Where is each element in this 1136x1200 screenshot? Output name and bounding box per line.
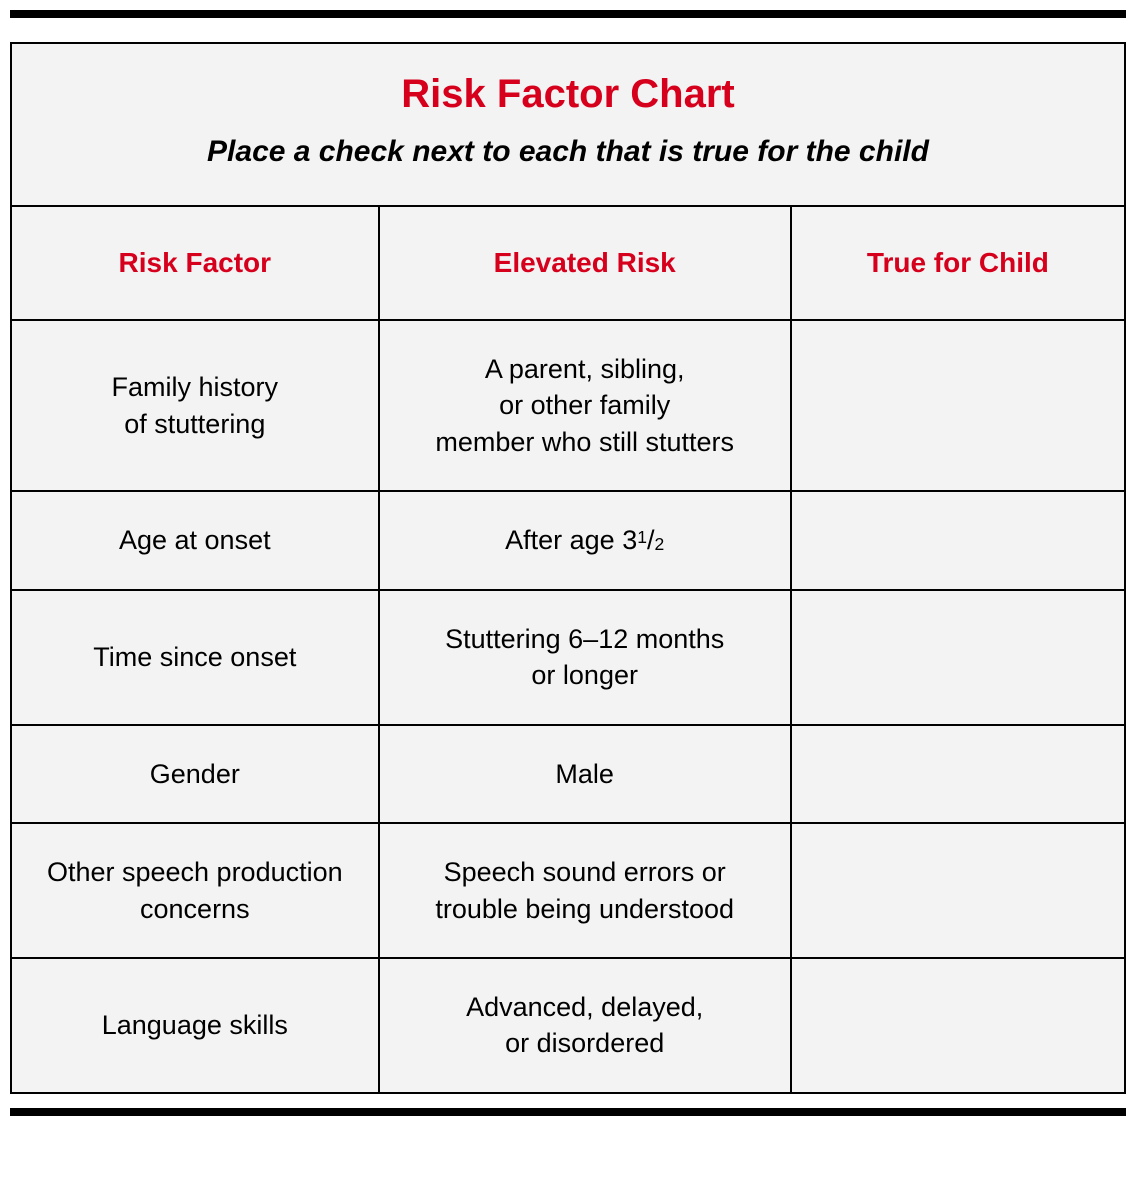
risk-factor-table: Risk Factor Chart Place a check next to … bbox=[10, 42, 1126, 1094]
cell-factor: Time since onset bbox=[11, 590, 379, 725]
header-row: Risk Factor Elevated Risk True for Child bbox=[11, 206, 1125, 320]
bottom-rule bbox=[10, 1108, 1126, 1116]
cell-risk: Advanced, delayed,or disordered bbox=[379, 958, 791, 1093]
table-row: Family historyof stuttering A parent, si… bbox=[11, 320, 1125, 491]
page: Risk Factor Chart Place a check next to … bbox=[0, 0, 1136, 1200]
table-row: Age at onset After age 31/2 bbox=[11, 491, 1125, 589]
col-header-risk: Elevated Risk bbox=[379, 206, 791, 320]
cell-risk: Stuttering 6–12 monthsor longer bbox=[379, 590, 791, 725]
cell-factor: Family historyof stuttering bbox=[11, 320, 379, 491]
col-header-check: True for Child bbox=[791, 206, 1125, 320]
cell-check[interactable] bbox=[791, 491, 1125, 589]
table-row: Time since onset Stuttering 6–12 monthso… bbox=[11, 590, 1125, 725]
table-row: Other speech productionconcerns Speech s… bbox=[11, 823, 1125, 958]
cell-factor: Other speech productionconcerns bbox=[11, 823, 379, 958]
cell-factor: Language skills bbox=[11, 958, 379, 1093]
cell-check[interactable] bbox=[791, 725, 1125, 823]
top-rule bbox=[10, 10, 1126, 18]
chart-title: Risk Factor Chart bbox=[32, 72, 1104, 117]
cell-check[interactable] bbox=[791, 320, 1125, 491]
cell-check[interactable] bbox=[791, 823, 1125, 958]
cell-risk: After age 31/2 bbox=[379, 491, 791, 589]
col-header-factor: Risk Factor bbox=[11, 206, 379, 320]
cell-risk: A parent, sibling,or other familymember … bbox=[379, 320, 791, 491]
cell-risk: Male bbox=[379, 725, 791, 823]
cell-check[interactable] bbox=[791, 958, 1125, 1093]
cell-risk: Speech sound errors ortrouble being unde… bbox=[379, 823, 791, 958]
cell-check[interactable] bbox=[791, 590, 1125, 725]
cell-factor: Gender bbox=[11, 725, 379, 823]
table-row: Language skills Advanced, delayed,or dis… bbox=[11, 958, 1125, 1093]
chart-subtitle: Place a check next to each that is true … bbox=[32, 135, 1104, 169]
cell-factor: Age at onset bbox=[11, 491, 379, 589]
table-row: Gender Male bbox=[11, 725, 1125, 823]
chart-title-cell: Risk Factor Chart Place a check next to … bbox=[11, 43, 1125, 206]
